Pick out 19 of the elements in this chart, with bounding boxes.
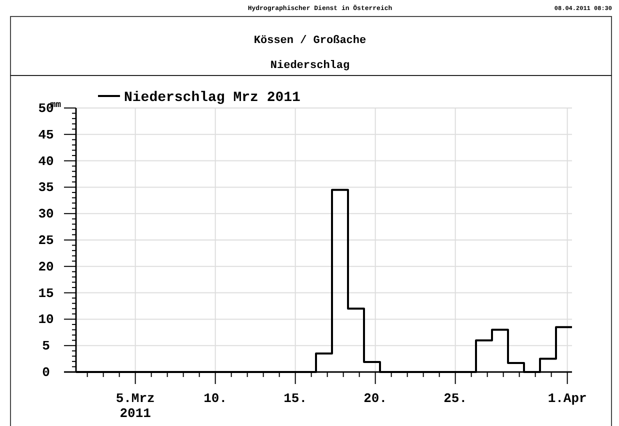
y-tick-label: 10 xyxy=(38,312,54,328)
chart-title: Kössen / Großache xyxy=(254,35,367,47)
x-tick-label: 5.Mrz 2011 xyxy=(116,391,155,421)
x-tick-label: 25. xyxy=(444,391,468,406)
chart-subtitle: Niederschlag xyxy=(270,60,350,72)
y-tick-label: 30 xyxy=(38,206,54,222)
y-tick-label: 0 xyxy=(42,365,50,380)
y-tick-label: 25 xyxy=(38,233,54,248)
y-tick-label: 45 xyxy=(38,127,54,142)
y-tick-label: 5 xyxy=(42,338,50,354)
y-tick-label: 35 xyxy=(38,180,54,196)
y-tick-label: 40 xyxy=(38,154,54,169)
y-tick-label: 20 xyxy=(38,259,54,274)
x-tick-label: 1.Apr xyxy=(548,391,587,406)
y-tick-label: 15 xyxy=(38,286,54,301)
x-tick-label: 20. xyxy=(364,391,388,406)
legend-label: Niederschlag Mrz 2011 xyxy=(124,90,300,106)
x-tick-label: 15. xyxy=(284,391,308,406)
x-tick-label: 10. xyxy=(204,391,228,406)
